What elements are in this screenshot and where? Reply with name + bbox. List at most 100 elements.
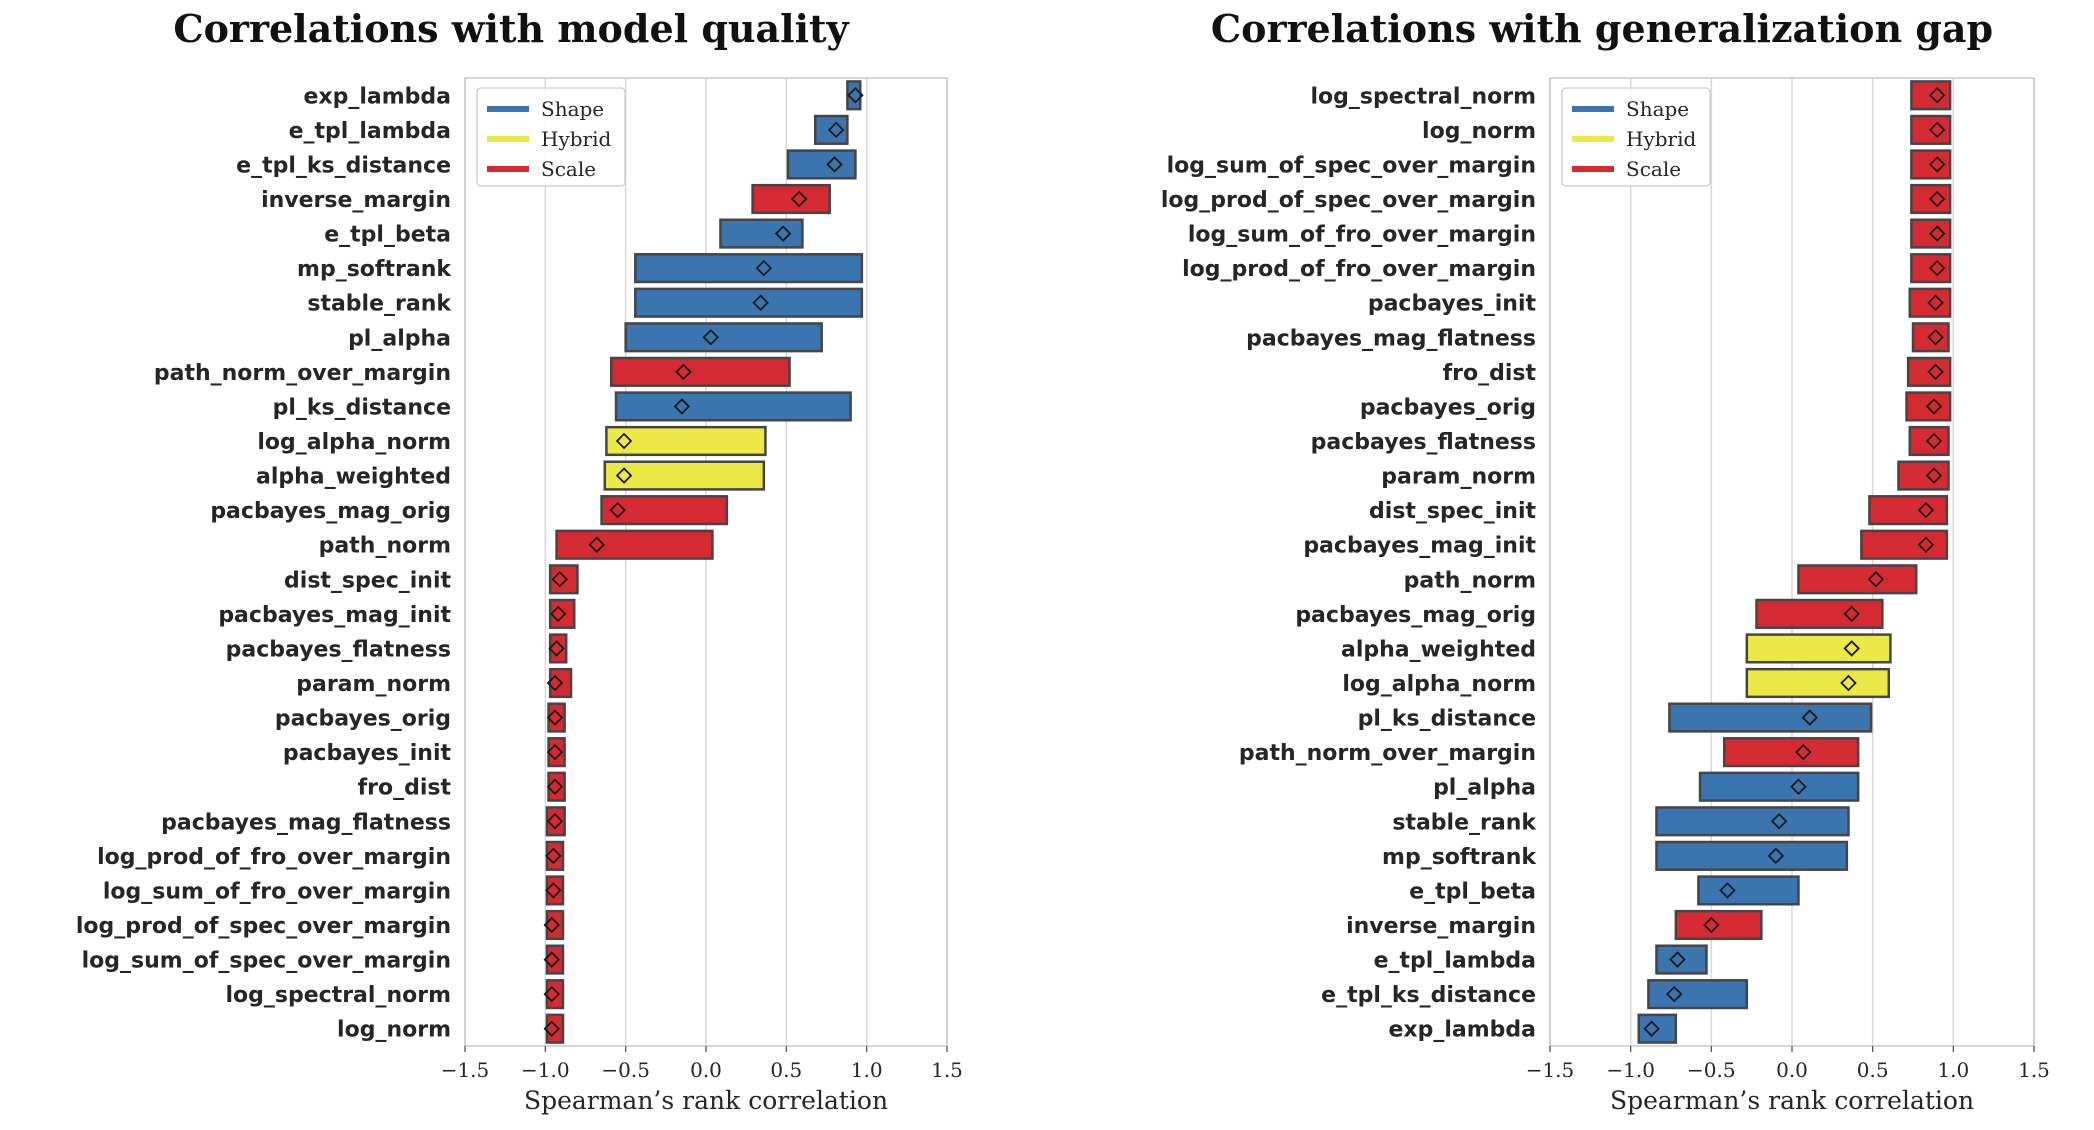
- bar: [1722, 737, 1860, 768]
- legend-label: Hybrid: [1626, 127, 1697, 151]
- bar: [624, 322, 823, 353]
- bar: [545, 944, 565, 975]
- median-marker: [1767, 847, 1785, 865]
- x-tick-label: −0.5: [601, 1058, 650, 1082]
- bar: [1698, 771, 1860, 802]
- x-tick-label: 0.5: [770, 1058, 802, 1082]
- median-marker: [1925, 398, 1943, 415]
- y-tick-label: path_norm_over_margin: [154, 361, 451, 386]
- legend-label: Scale: [1626, 157, 1681, 181]
- median-marker: [1927, 329, 1944, 346]
- median-marker: [546, 778, 564, 795]
- median-marker: [1928, 156, 1946, 173]
- y-tick-label: inverse_margin: [1346, 914, 1536, 939]
- x-tick-label: −1.5: [441, 1058, 490, 1082]
- y-tick-label: log_prod_of_fro_over_margin: [1182, 257, 1536, 282]
- bar: [1745, 667, 1891, 699]
- bar: [548, 667, 573, 699]
- bar: [1668, 702, 1873, 733]
- x-tick-label: 1.5: [2018, 1058, 2050, 1082]
- median-marker: [615, 432, 633, 450]
- median-marker: [1928, 259, 1946, 277]
- y-tick-label: pacbayes_mag_init: [1303, 534, 1536, 559]
- bar: [1868, 495, 1949, 526]
- x-tick-label: −0.5: [1687, 1058, 1736, 1082]
- median-marker: [551, 571, 569, 588]
- bar: [609, 356, 791, 387]
- median-marker: [545, 847, 562, 865]
- y-tick-label: pacbayes_init: [283, 741, 452, 766]
- y-tick-label: log_sum_of_fro_over_margin: [1188, 223, 1536, 248]
- bar: [1655, 806, 1850, 837]
- y-tick-label: e_tpl_lambda: [1374, 949, 1536, 974]
- bar: [634, 253, 864, 284]
- median-marker: [1795, 743, 1812, 761]
- x-tick-label: 0.0: [690, 1058, 722, 1082]
- median-marker: [1928, 87, 1946, 104]
- bar: [1655, 944, 1708, 975]
- median-marker: [543, 985, 561, 1003]
- legend-box: [476, 87, 626, 187]
- y-tick-label: log_prod_of_spec_over_margin: [1161, 188, 1536, 213]
- bar: [603, 460, 766, 491]
- y-tick-label: param_norm: [296, 672, 451, 697]
- x-tick-label: 1.5: [931, 1058, 963, 1082]
- y-tick-label: pacbayes_mag_init: [218, 603, 451, 628]
- y-tick-label: log_sum_of_spec_over_margin: [1167, 153, 1536, 178]
- y-tick-label: pacbayes_mag_orig: [1295, 603, 1536, 628]
- bar: [605, 425, 767, 457]
- median-marker: [1643, 1020, 1660, 1037]
- y-tick-label: exp_lambda: [1388, 1018, 1536, 1043]
- y-tick-label: pacbayes_init: [1368, 292, 1537, 317]
- x-axis-label: Spearman’s rank correlation: [524, 1086, 888, 1115]
- y-tick-label: pacbayes_flatness: [1311, 430, 1536, 455]
- y-tick-label: pacbayes_mag_flatness: [161, 810, 451, 835]
- median-marker: [543, 1020, 561, 1037]
- y-tick-label: e_tpl_beta: [324, 223, 451, 248]
- y-tick-label: path_norm: [1404, 568, 1536, 593]
- bar: [1755, 598, 1884, 629]
- median-marker: [702, 329, 720, 346]
- y-tick-label: exp_lambda: [303, 84, 451, 109]
- bar: [719, 218, 804, 249]
- x-tick-label: 1.0: [1937, 1058, 1969, 1082]
- bar: [1905, 391, 1952, 422]
- median-marker: [847, 87, 864, 104]
- median-marker: [609, 501, 626, 519]
- y-tick-label: log_norm: [1422, 119, 1536, 144]
- chart-panel-generalization-gap: Correlations with generalization gap log…: [1085, 0, 2094, 1130]
- y-tick-label: fro_dist: [358, 776, 452, 801]
- y-tick-label: e_tpl_ks_distance: [236, 153, 451, 178]
- x-tick-label: −1.0: [1606, 1058, 1655, 1082]
- y-tick-label: path_norm: [319, 534, 451, 559]
- y-tick-label: log_spectral_norm: [225, 983, 451, 1008]
- bar: [614, 391, 852, 422]
- median-marker: [1843, 605, 1860, 623]
- y-tick-label: param_norm: [1381, 465, 1536, 490]
- chart-title-model-quality: Correlations with model quality: [173, 6, 849, 51]
- y-tick-label: pacbayes_orig: [1360, 395, 1536, 420]
- y-tick-label: log_spectral_norm: [1310, 84, 1536, 109]
- bar: [545, 909, 565, 941]
- y-tick-label: log_norm: [337, 1018, 451, 1043]
- median-marker: [1669, 951, 1686, 968]
- bar: [1908, 425, 1950, 457]
- median-marker: [790, 190, 808, 208]
- x-tick-label: 1.0: [851, 1058, 883, 1082]
- y-tick-label: log_sum_of_fro_over_margin: [103, 879, 451, 904]
- median-marker: [1790, 778, 1807, 795]
- median-marker: [1927, 294, 1944, 311]
- median-marker: [545, 882, 562, 899]
- y-tick-label: log_alpha_norm: [257, 430, 451, 455]
- median-marker: [548, 640, 565, 657]
- y-tick-label: inverse_margin: [261, 188, 451, 213]
- bar: [1745, 633, 1892, 664]
- y-tick-label: mp_softrank: [1382, 845, 1537, 870]
- median-marker: [1928, 225, 1946, 242]
- median-marker: [1925, 432, 1943, 450]
- median-marker: [543, 916, 561, 934]
- y-tick-label: e_tpl_ks_distance: [1321, 983, 1536, 1008]
- median-marker: [1770, 813, 1788, 830]
- y-tick-label: log_sum_of_spec_over_margin: [82, 949, 451, 974]
- median-marker: [1703, 916, 1720, 934]
